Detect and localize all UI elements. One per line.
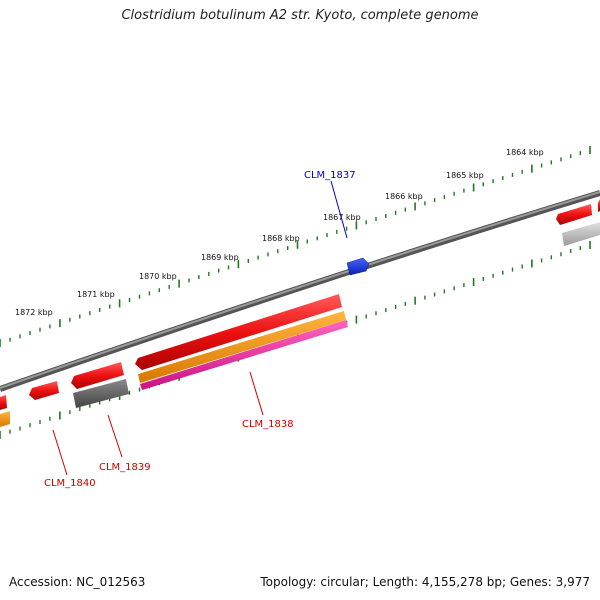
accession-label: Accession: NC_012563 (9, 575, 146, 589)
gene-clm-1839-cds[interactable] (73, 379, 129, 408)
gene-clm-1837[interactable] (346, 257, 370, 276)
gene-clm-1840[interactable] (29, 381, 59, 400)
page-title: Clostridium botulinum A2 str. Kyoto, com… (121, 8, 479, 23)
kbp-label-1867: 1867 kbp (323, 213, 361, 222)
gene-feature-right-red[interactable] (556, 204, 592, 225)
gene-feature-left-orange[interactable] (0, 411, 10, 427)
leader-line-clm-1840 (52, 429, 68, 476)
gene-clm-1838-misc[interactable] (140, 320, 348, 390)
leader-line-clm-1837 (330, 180, 348, 239)
gene-label-clm-1838[interactable]: CLM_1838 (242, 419, 294, 430)
genome-summary: Topology: circular; Length: 4,155,278 bp… (260, 575, 590, 589)
gene-label-clm-1837[interactable]: CLM_1837 (304, 170, 356, 181)
gene-label-clm-1840[interactable]: CLM_1840 (44, 478, 96, 489)
kbp-label-1871: 1871 kbp (77, 290, 115, 299)
kbp-label-1868: 1868 kbp (262, 234, 300, 243)
kbp-label-1865: 1865 kbp (446, 171, 484, 180)
gene-clm-1839[interactable] (71, 362, 124, 389)
kbp-label-1872: 1872 kbp (15, 308, 53, 317)
gene-feature-left-red[interactable] (0, 395, 7, 410)
gene-clm-1838-cds[interactable] (138, 311, 346, 383)
leader-line-clm-1839 (107, 414, 123, 458)
kbp-label-1870: 1870 kbp (139, 272, 177, 281)
outer-ruler-ticks (0, 146, 591, 347)
kbp-label-1864: 1864 kbp (506, 148, 544, 157)
leader-line-clm-1838 (249, 371, 264, 416)
gene-feature-right-gray[interactable] (562, 222, 600, 246)
kbp-label-1869: 1869 kbp (201, 253, 239, 262)
gene-label-clm-1839[interactable]: CLM_1839 (99, 462, 151, 473)
gene-clm-1838[interactable] (135, 294, 342, 370)
kbp-label-1866: 1866 kbp (385, 192, 423, 201)
